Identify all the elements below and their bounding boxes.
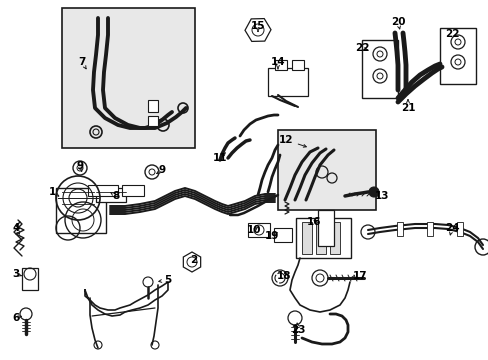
Text: 6: 6 <box>12 313 20 323</box>
Bar <box>122 185 143 196</box>
Text: 19: 19 <box>264 231 279 241</box>
Bar <box>315 222 325 254</box>
Text: 21: 21 <box>400 103 414 113</box>
Text: 9: 9 <box>158 165 165 175</box>
Text: 5: 5 <box>164 275 171 285</box>
Bar <box>329 222 339 254</box>
Text: 1: 1 <box>48 187 56 197</box>
Text: 15: 15 <box>250 21 264 31</box>
Text: 14: 14 <box>270 57 285 67</box>
Bar <box>56 188 106 233</box>
Text: 7: 7 <box>78 57 85 67</box>
Bar <box>274 60 286 70</box>
Bar <box>62 8 195 148</box>
Text: 9: 9 <box>76 161 83 171</box>
Circle shape <box>368 187 378 197</box>
Bar <box>273 228 291 242</box>
Text: 23: 23 <box>290 325 305 335</box>
Text: 12: 12 <box>278 135 293 145</box>
Bar <box>148 116 158 126</box>
Text: 3: 3 <box>12 269 20 279</box>
Bar <box>396 222 402 236</box>
Text: 2: 2 <box>190 255 197 265</box>
Text: 4: 4 <box>12 223 20 233</box>
Text: 18: 18 <box>276 271 291 281</box>
Bar <box>247 223 269 237</box>
Text: 17: 17 <box>352 271 366 281</box>
Bar <box>148 100 158 112</box>
Text: 22: 22 <box>444 29 458 39</box>
Bar <box>88 185 118 196</box>
Bar <box>361 40 397 98</box>
Bar <box>96 188 126 202</box>
Text: 13: 13 <box>374 191 388 201</box>
Bar <box>439 28 475 84</box>
Bar <box>317 210 333 246</box>
Bar <box>302 222 311 254</box>
Bar <box>456 222 462 236</box>
Bar <box>291 60 304 70</box>
Text: 16: 16 <box>306 217 321 227</box>
Text: 22: 22 <box>354 43 368 53</box>
Bar <box>278 130 375 210</box>
Bar <box>22 268 38 290</box>
Bar <box>267 68 307 96</box>
Text: 8: 8 <box>112 191 120 201</box>
Text: 24: 24 <box>444 223 458 233</box>
Bar <box>295 218 350 258</box>
Bar <box>426 222 432 236</box>
Text: 10: 10 <box>246 225 261 235</box>
Text: 20: 20 <box>390 17 405 27</box>
Text: 11: 11 <box>212 153 227 163</box>
